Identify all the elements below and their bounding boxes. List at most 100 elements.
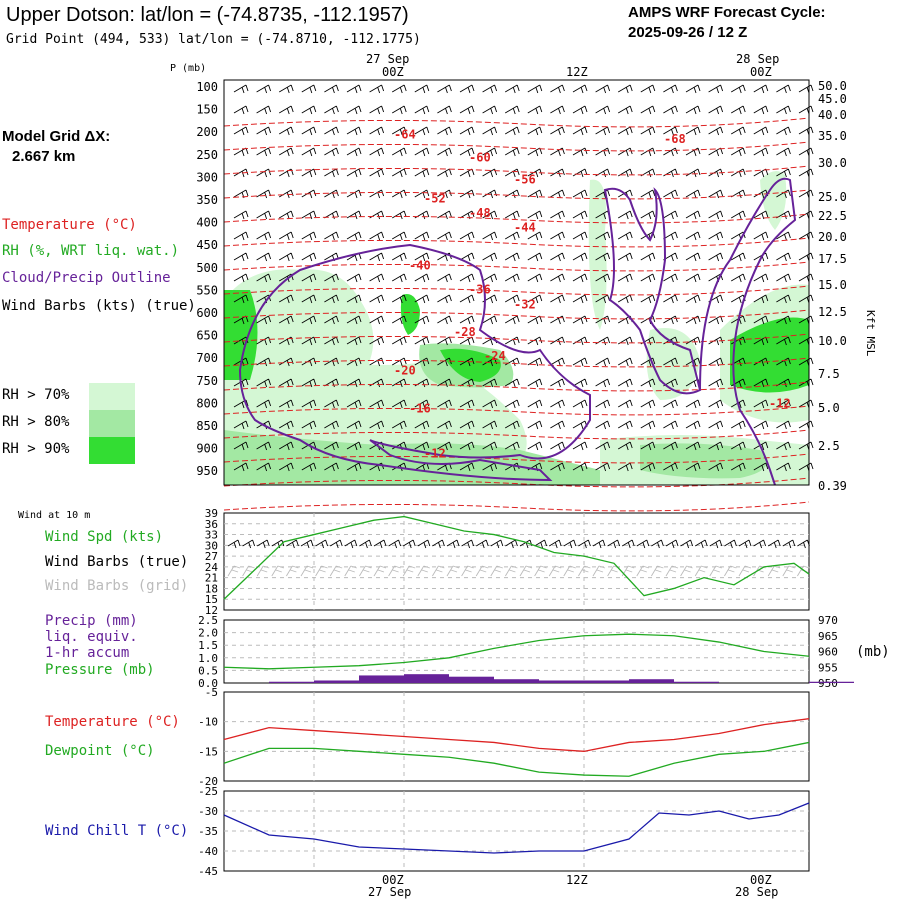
wind-barb bbox=[301, 105, 317, 115]
pressure-axis-label: P (mb) bbox=[170, 63, 207, 74]
wind-barb-grid bbox=[242, 565, 255, 577]
pressure-tick: 600 bbox=[196, 306, 218, 320]
pressure-tick: 900 bbox=[196, 442, 218, 456]
wind-barb bbox=[369, 273, 385, 283]
temperature-contour bbox=[223, 237, 810, 248]
height-tick: 5.0 bbox=[818, 401, 840, 415]
wind-barb bbox=[617, 231, 633, 241]
wind-barb bbox=[301, 273, 317, 283]
precip-bar bbox=[494, 679, 539, 683]
wind-barb bbox=[663, 189, 678, 199]
wind-barb-true bbox=[402, 539, 416, 549]
wind-barb bbox=[663, 273, 678, 283]
wind-barb-grid bbox=[227, 565, 241, 577]
height-tick: 22.5 bbox=[818, 209, 847, 223]
legend-cloud: Cloud/Precip Outline bbox=[2, 270, 171, 286]
wind-barb bbox=[730, 126, 746, 136]
wind-barb bbox=[663, 147, 678, 157]
model-grid-value: 2.667 km bbox=[12, 148, 76, 165]
wind-barb bbox=[504, 378, 520, 388]
wind-barb bbox=[346, 462, 362, 472]
wind-barb bbox=[301, 147, 317, 157]
wind-barb bbox=[730, 252, 746, 262]
wind-barb bbox=[776, 147, 791, 157]
wind-barb bbox=[527, 105, 543, 115]
wind-barb bbox=[437, 168, 452, 178]
wind-barb bbox=[301, 420, 317, 430]
label-wind-spd: Wind Spd (kts) bbox=[45, 529, 164, 545]
windchill-panel-ytick: -25 bbox=[198, 785, 218, 798]
wind-barb bbox=[617, 399, 633, 409]
wind-barb bbox=[730, 147, 746, 157]
wind-barb bbox=[414, 336, 430, 346]
wind-barb bbox=[572, 210, 588, 220]
wind-barb bbox=[256, 273, 272, 283]
wind-barb bbox=[595, 231, 611, 241]
legend-temperature: Temperature (°C) bbox=[2, 217, 137, 233]
precip-bar bbox=[404, 674, 449, 683]
wind-barb bbox=[301, 399, 317, 409]
wind-barb bbox=[459, 441, 475, 451]
wind-barb-true bbox=[359, 539, 372, 549]
height-tick: 12.5 bbox=[818, 305, 847, 319]
rh-area-11 bbox=[760, 171, 787, 230]
top-tick-00z-b: 00Z bbox=[750, 65, 772, 79]
wind-barb bbox=[301, 84, 317, 94]
wind-barb bbox=[708, 336, 724, 346]
height-tick: 40.0 bbox=[818, 108, 847, 122]
wind-barb-true bbox=[242, 539, 256, 549]
wind-barb bbox=[527, 357, 543, 367]
wind-barb bbox=[346, 231, 362, 241]
temperature-label: -16 bbox=[409, 401, 431, 415]
wind-barb bbox=[233, 252, 249, 262]
wind-barb bbox=[369, 336, 385, 346]
wind-barb bbox=[617, 357, 633, 367]
pressure-tick: 750 bbox=[196, 374, 218, 388]
wind-barb-grid bbox=[694, 565, 708, 577]
wind-barb bbox=[369, 420, 385, 430]
wind-barb bbox=[527, 126, 543, 136]
wind-barb bbox=[301, 231, 317, 241]
height-tick: 7.5 bbox=[818, 367, 840, 381]
wind-barb bbox=[753, 231, 769, 241]
wind-barb bbox=[459, 273, 475, 283]
temperature-contour bbox=[223, 405, 810, 416]
wind-barb bbox=[730, 378, 746, 388]
wind-barb-true bbox=[709, 539, 723, 549]
page-title: Upper Dotson: lat/lon = (-74.8735, -112.… bbox=[6, 4, 409, 26]
temp-panel-ytick: -20 bbox=[198, 775, 218, 788]
rh90-swatch bbox=[89, 437, 135, 464]
wind-barb-true bbox=[592, 539, 606, 549]
wind-barb bbox=[640, 378, 656, 388]
temperature-contour bbox=[223, 453, 810, 464]
wind-barb bbox=[324, 168, 339, 178]
wind-barb bbox=[459, 462, 475, 472]
wind-panel-ytick: 30 bbox=[205, 539, 218, 552]
wind-barb bbox=[730, 441, 746, 451]
wind-barb bbox=[776, 84, 791, 94]
wind-barb bbox=[572, 84, 588, 94]
wind-barb bbox=[708, 189, 724, 199]
wind-barb-true bbox=[724, 539, 737, 549]
windchill-panel-ytick: -40 bbox=[198, 845, 218, 858]
wind-barb bbox=[708, 252, 724, 262]
wind-barb-true bbox=[286, 539, 299, 549]
wind-barb-true bbox=[534, 539, 548, 549]
wind-barb bbox=[776, 105, 791, 115]
wind-barb bbox=[550, 294, 565, 304]
wind-barb bbox=[708, 378, 724, 388]
wind-barb bbox=[663, 399, 678, 409]
wind-barb bbox=[572, 105, 588, 115]
wind-barb bbox=[414, 84, 430, 94]
wind-barb bbox=[346, 420, 362, 430]
forecast-cycle-value: 2025-09-26 / 12 Z bbox=[628, 24, 748, 41]
wind-barb bbox=[324, 315, 339, 325]
wind-barb bbox=[776, 273, 791, 283]
wind-barb bbox=[482, 147, 498, 157]
wind-barb-grid bbox=[724, 565, 737, 577]
wind-barb-grid bbox=[519, 565, 533, 577]
pressure-tick: 650 bbox=[196, 329, 218, 343]
wind-panel-ytick: 18 bbox=[205, 582, 218, 595]
wind-barb bbox=[391, 126, 407, 136]
wind-barb-grid bbox=[738, 565, 752, 577]
